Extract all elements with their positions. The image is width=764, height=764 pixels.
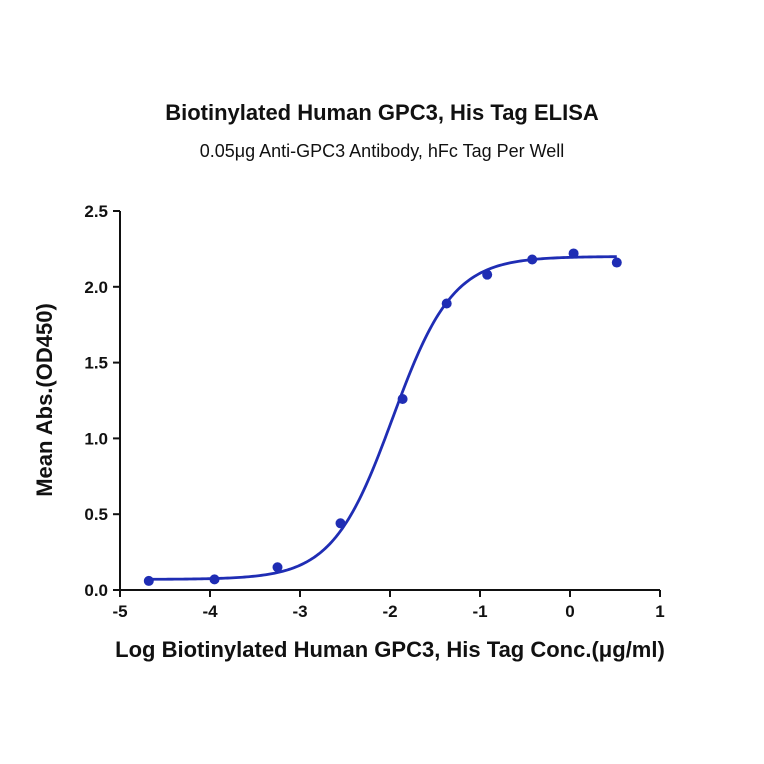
data-point bbox=[209, 574, 220, 585]
data-point bbox=[397, 393, 408, 404]
y-axis-ticks: 0.0 0.5 1.0 1.5 2.0 2.5 bbox=[84, 202, 120, 600]
fit-curve bbox=[148, 255, 617, 581]
y-tick-label: 2.0 bbox=[84, 278, 108, 297]
chart-title: Biotinylated Human GPC3, His Tag ELISA bbox=[165, 100, 599, 125]
y-tick-label: 1.0 bbox=[84, 429, 108, 448]
x-tick-label: 0 bbox=[565, 602, 574, 621]
x-axis-label: Log Biotinylated Human GPC3, His Tag Con… bbox=[115, 637, 665, 662]
y-tick-label: 0.0 bbox=[84, 581, 108, 600]
x-tick-label: 1 bbox=[655, 602, 664, 621]
data-point bbox=[527, 254, 538, 265]
x-tick-label: -2 bbox=[382, 602, 397, 621]
data-point bbox=[143, 575, 154, 586]
x-tick-label: -4 bbox=[202, 602, 218, 621]
data-point bbox=[441, 298, 452, 309]
x-axis-ticks: -5 -4 -3 -2 -1 0 1 bbox=[112, 590, 665, 621]
y-axis-label: Mean Abs.(OD450) bbox=[32, 303, 57, 497]
x-tick-label: -3 bbox=[292, 602, 307, 621]
x-tick-label: -1 bbox=[472, 602, 487, 621]
chart-subtitle: 0.05μg Anti-GPC3 Antibody, hFc Tag Per W… bbox=[199, 141, 565, 161]
data-point bbox=[611, 257, 622, 268]
data-point bbox=[272, 562, 283, 573]
y-tick-label: 0.5 bbox=[84, 505, 108, 524]
y-tick-label: 1.5 bbox=[84, 354, 108, 373]
data-point bbox=[568, 248, 579, 259]
x-tick-label: -5 bbox=[112, 602, 127, 621]
data-points bbox=[143, 248, 622, 586]
data-point bbox=[335, 518, 346, 529]
y-tick-label: 2.5 bbox=[84, 202, 108, 221]
data-point bbox=[482, 269, 493, 280]
axes bbox=[119, 211, 660, 591]
